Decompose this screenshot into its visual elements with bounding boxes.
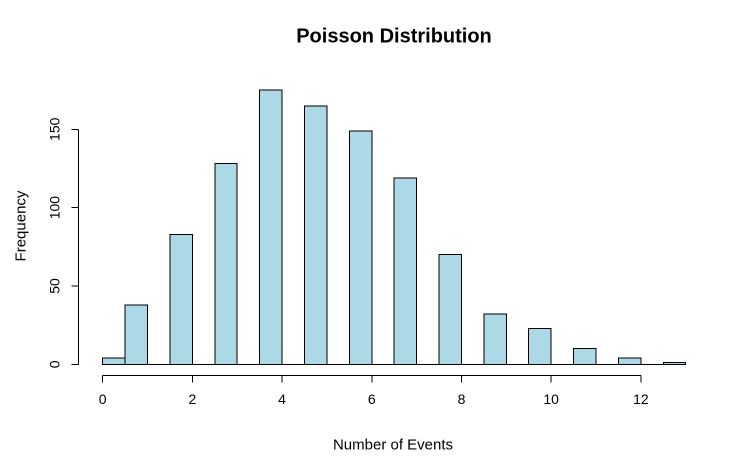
histogram-bar: [393, 177, 418, 365]
y-tick-label: 150: [47, 117, 63, 141]
histogram-bar: [528, 327, 552, 365]
histogram-bar: [617, 357, 642, 365]
x-axis-label: Number of Events: [332, 436, 454, 454]
x-tick-label: 4: [278, 391, 286, 407]
histogram-bar: [438, 254, 462, 365]
y-tick-label: 50: [47, 278, 63, 294]
x-tick-label: 0: [99, 391, 107, 407]
chart-title: Poisson Distribution: [296, 25, 492, 48]
x-tick-label: 12: [633, 391, 649, 407]
x-tick-label: 10: [543, 391, 559, 407]
histogram-bar: [304, 105, 328, 365]
histogram-bar: [348, 130, 373, 365]
y-tick-label: 0: [47, 360, 63, 368]
histogram-bar: [483, 313, 507, 365]
x-tick-label: 6: [368, 391, 376, 407]
histogram-bar: [169, 233, 193, 365]
x-tick-label: 8: [458, 391, 466, 407]
y-axis-label: Frequency: [12, 190, 30, 262]
histogram-bar: [214, 163, 238, 365]
x-tick-label: 2: [188, 391, 196, 407]
histogram-bar: [124, 304, 148, 365]
histogram-bar: [102, 357, 126, 365]
histogram-bar: [573, 348, 597, 365]
y-tick-label: 100: [47, 196, 63, 220]
histogram-bar: [259, 89, 283, 365]
